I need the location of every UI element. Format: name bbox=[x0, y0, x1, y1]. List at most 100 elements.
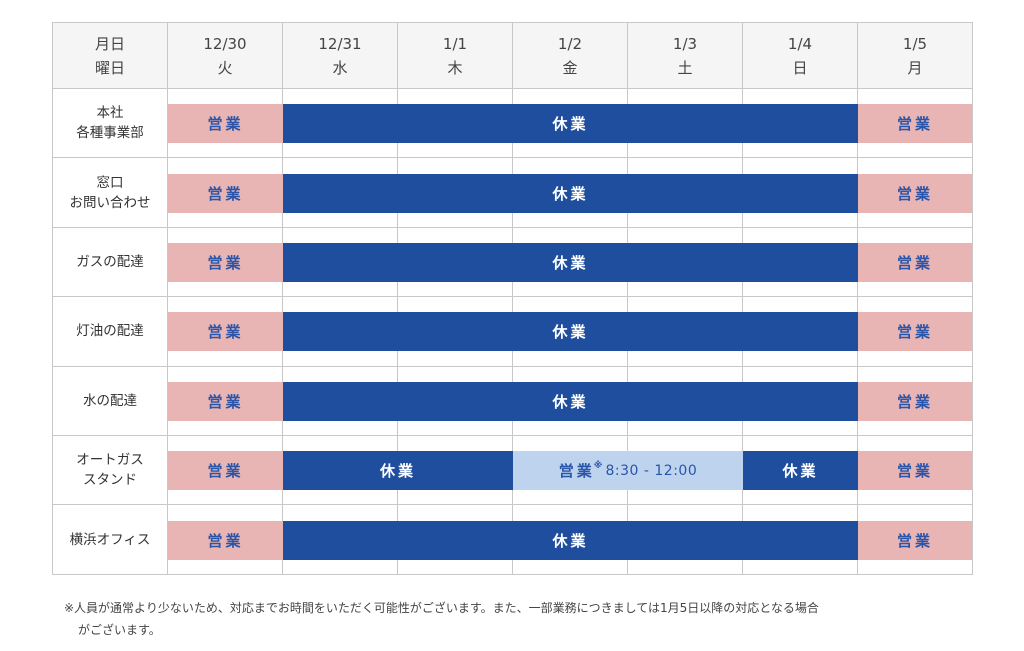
day-date: 1/2 bbox=[557, 34, 583, 53]
status-bar-open: 営業 bbox=[168, 173, 283, 213]
status-text: 営業 bbox=[558, 462, 595, 481]
status-text: 休業 bbox=[552, 115, 589, 134]
row-label-cell: 灯油の配達 bbox=[53, 297, 168, 367]
row-label-cell: 横浜オフィス bbox=[53, 505, 168, 575]
table-row: オートガス スタンド 営業 休業 営業 ※ 8:30 - 12:00 休業 営業 bbox=[53, 435, 973, 506]
status-text: 営業 bbox=[896, 115, 933, 134]
day-date: 1/4 bbox=[787, 34, 813, 53]
row-label: 灯油の配達 bbox=[76, 323, 144, 340]
day-cell bbox=[858, 435, 973, 506]
status-text: 営業 bbox=[896, 392, 933, 411]
status-text: 営業 bbox=[207, 184, 244, 203]
status-bar-open: 営業 bbox=[168, 104, 283, 144]
status-bar-open: 営業 bbox=[858, 381, 972, 421]
day-header: 1/3 土 bbox=[628, 23, 743, 89]
footnote-line: がございます。 bbox=[78, 623, 161, 637]
status-bar-closed: 休業 bbox=[283, 312, 858, 352]
status-bar-open: 営業 bbox=[168, 242, 283, 282]
status-bar-closed: 休業 bbox=[283, 520, 858, 560]
status-text: 休業 bbox=[552, 323, 589, 342]
day-header: 1/2 金 bbox=[513, 23, 628, 89]
footnote: ※人員が通常より少ないため、対応までお時間をいただく可能性がございます。また、一… bbox=[64, 597, 984, 641]
table-row: 灯油の配達 営業 休業 営業 bbox=[53, 297, 973, 367]
day-header: 12/30 火 bbox=[168, 23, 283, 89]
status-text: 休業 bbox=[552, 392, 589, 411]
status-bar-open: 営業 bbox=[168, 312, 283, 352]
status-text: 休業 bbox=[552, 253, 589, 272]
status-text: 休業 bbox=[782, 462, 819, 481]
day-weekday: 土 bbox=[677, 58, 693, 77]
status-text: 営業 bbox=[896, 531, 933, 550]
status-bar-closed: 休業 bbox=[283, 242, 858, 282]
status-text: 営業 bbox=[207, 253, 244, 272]
status-text: 休業 bbox=[552, 184, 589, 203]
row-label-cell: ガスの配達 bbox=[53, 227, 168, 298]
day-weekday: 日 bbox=[792, 58, 808, 77]
hours-text: 8:30 - 12:00 bbox=[605, 462, 698, 479]
status-bar-open: 営業 bbox=[168, 451, 283, 491]
table-row: 横浜オフィス 営業 休業 営業 bbox=[53, 505, 973, 575]
status-text: 営業 bbox=[207, 462, 244, 481]
status-text: 営業 bbox=[896, 323, 933, 342]
day-cell bbox=[858, 227, 973, 298]
status-text: 営業 bbox=[207, 392, 244, 411]
status-bar-closed: 休業 bbox=[283, 381, 858, 421]
status-text: 営業 bbox=[207, 323, 244, 342]
row-label: 水の配達 bbox=[83, 392, 137, 409]
corner-label: 月日 bbox=[94, 34, 125, 53]
status-bar-open: 営業 bbox=[168, 520, 283, 560]
status-bar-closed: 休業 bbox=[283, 173, 858, 213]
day-weekday: 金 bbox=[562, 58, 578, 77]
holiday-schedule-table: 月日 曜日 12/30 火 12/31 水 1/1 木 1/2 金 1/3 土 1/4 日 1/5 月本社 各種… bbox=[52, 22, 973, 575]
row-label: お問い合わせ bbox=[69, 194, 151, 211]
status-bar-closed: 休業 bbox=[283, 451, 513, 491]
day-cell bbox=[858, 89, 973, 159]
status-bar-open: 営業 bbox=[858, 520, 972, 560]
day-date: 12/30 bbox=[203, 34, 247, 53]
day-weekday: 月 bbox=[907, 58, 923, 77]
footnote-line: ※人員が通常より少ないため、対応までお時間をいただく可能性がございます。また、一… bbox=[64, 601, 819, 615]
day-cell bbox=[858, 366, 973, 436]
day-header: 12/31 水 bbox=[283, 23, 398, 89]
status-bar-open: 営業 bbox=[858, 312, 972, 352]
corner-label: 曜日 bbox=[94, 58, 125, 77]
corner-cell: 月日 曜日 bbox=[53, 23, 168, 89]
day-cell bbox=[858, 505, 973, 575]
note-mark: ※ bbox=[593, 460, 603, 471]
day-header: 1/5 月 bbox=[858, 23, 973, 89]
status-text: 休業 bbox=[379, 462, 416, 481]
table-row: 水の配達 営業 休業 営業 bbox=[53, 366, 973, 436]
day-weekday: 火 bbox=[217, 58, 233, 77]
header-row: 月日 曜日 12/30 火 12/31 水 1/1 木 1/2 金 1/3 土 1/4 日 1/5 月 bbox=[53, 23, 973, 89]
day-weekday: 水 bbox=[332, 58, 348, 77]
row-label: 本社 bbox=[96, 105, 124, 122]
row-label-cell: オートガス スタンド bbox=[53, 435, 168, 506]
day-header: 1/1 木 bbox=[398, 23, 513, 89]
row-label: 横浜オフィス bbox=[69, 531, 151, 548]
status-bar-closed: 休業 bbox=[283, 104, 858, 144]
day-date: 1/3 bbox=[672, 34, 698, 53]
status-text: 営業 bbox=[896, 462, 933, 481]
status-bar-open: 営業 bbox=[858, 173, 972, 213]
table-row: 窓口お問い合わせ 営業 休業 営業 bbox=[53, 158, 973, 228]
status-text: 営業 bbox=[207, 115, 244, 134]
status-text: 営業 bbox=[207, 531, 244, 550]
day-weekday: 木 bbox=[447, 58, 463, 77]
row-label: ガスの配達 bbox=[76, 253, 144, 270]
row-label: オートガス bbox=[76, 452, 144, 469]
row-label: スタンド bbox=[83, 472, 137, 489]
status-bar-open: 営業 bbox=[858, 242, 972, 282]
day-cell bbox=[858, 297, 973, 367]
row-label: 各種事業部 bbox=[76, 125, 144, 142]
day-date: 12/31 bbox=[318, 34, 362, 53]
day-cell bbox=[858, 158, 973, 228]
status-bar-open: 営業 bbox=[168, 381, 283, 421]
row-label: 窓口 bbox=[96, 174, 124, 191]
row-label-cell: 窓口 お問い合わせ bbox=[53, 158, 168, 228]
status-bar-open: 営業 bbox=[858, 104, 972, 144]
table-row: 本社各種事業部 営業 休業 営業 bbox=[53, 89, 973, 159]
day-date: 1/5 bbox=[902, 34, 928, 53]
status-bar-open: 営業 bbox=[858, 451, 972, 491]
day-header: 1/4 日 bbox=[743, 23, 858, 89]
status-text: 休業 bbox=[552, 531, 589, 550]
